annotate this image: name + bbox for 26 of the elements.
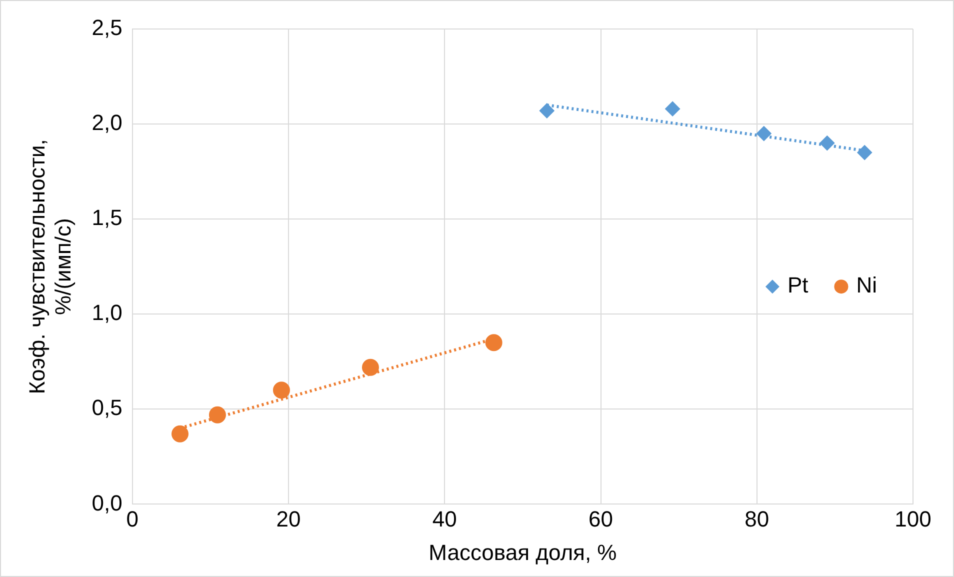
- x-tick-label: 0: [126, 506, 139, 532]
- point: [208, 406, 226, 424]
- point: [172, 425, 188, 442]
- x-axis-title: Массовая доля, %: [428, 540, 617, 565]
- x-tick-label: 20: [276, 506, 301, 532]
- y-tick-label: 2,0: [92, 110, 122, 136]
- point: [756, 126, 772, 142]
- y-tick-label: 0,0: [92, 490, 122, 516]
- point: [485, 334, 502, 352]
- point: [665, 101, 680, 116]
- x-tick-label: 40: [432, 506, 457, 532]
- point: [857, 145, 872, 160]
- y-axis-title: Коэф. чувствительности, %/(имп/с): [24, 139, 76, 394]
- x-tick-label: 80: [744, 506, 770, 532]
- y-tick-label: 0,5: [92, 395, 122, 420]
- legend-label: Ni: [856, 272, 878, 298]
- point: [362, 358, 379, 376]
- x-tick-label: 60: [588, 506, 613, 532]
- legend-label: Pt: [787, 272, 808, 298]
- y-tick-label: 2,5: [92, 15, 122, 40]
- y-tick-label: 1,0: [92, 300, 122, 326]
- y-tick-label: 1,5: [92, 205, 122, 230]
- point: [820, 136, 835, 151]
- x-tick-label: 100: [894, 506, 932, 532]
- point: [539, 103, 554, 118]
- point: [272, 382, 290, 399]
